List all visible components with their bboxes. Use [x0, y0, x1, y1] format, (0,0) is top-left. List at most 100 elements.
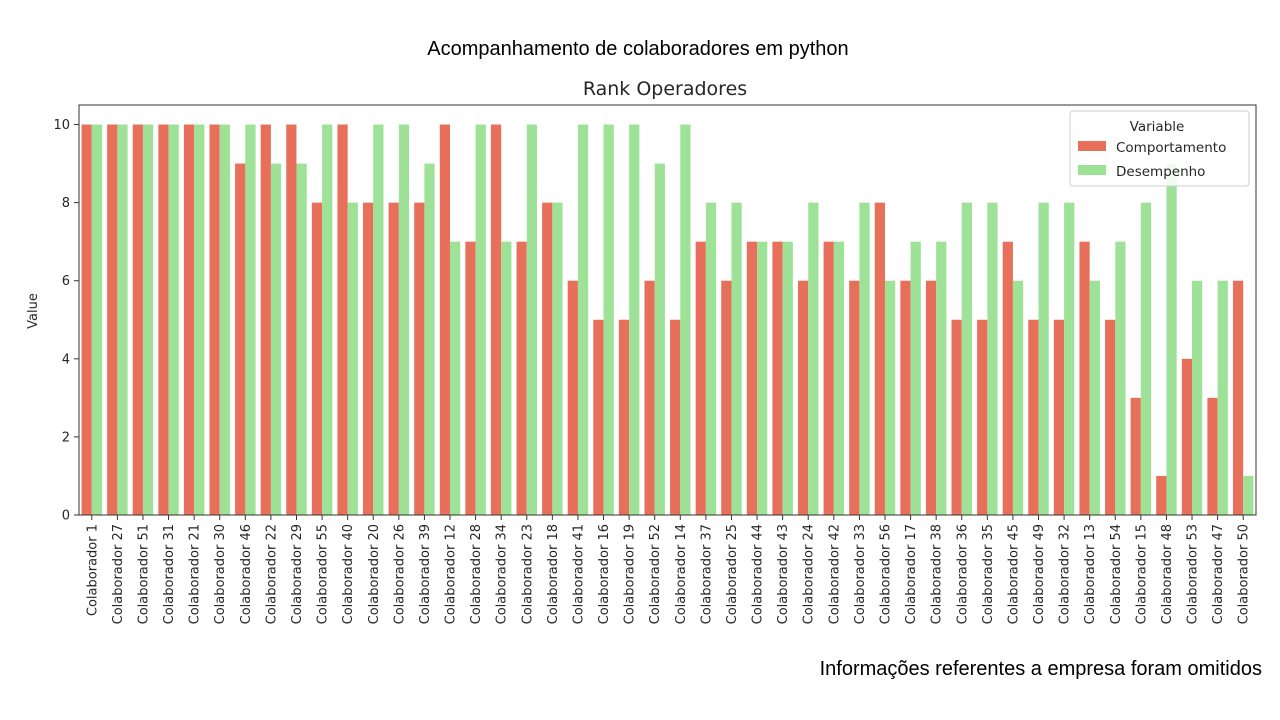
x-tick-label: Colaborador 56 — [878, 524, 893, 624]
legend-title: Variable — [1130, 119, 1185, 135]
bar-comportamento-19 — [542, 202, 553, 515]
x-tick-label: Colaborador 15 — [1134, 524, 1149, 624]
x-tick-label: Colaborador 12 — [444, 524, 459, 624]
y-axis-label: Value — [26, 293, 41, 329]
x-tick-label: Colaborador 49 — [1032, 524, 1047, 624]
bar-comportamento-37 — [1002, 241, 1013, 516]
bar-desempenho-5 — [194, 124, 205, 516]
chart-title: Rank Operadores — [583, 78, 747, 100]
x-tick-label: Colaborador 18 — [546, 524, 561, 624]
bar-comportamento-20 — [567, 280, 578, 515]
bar-comportamento-9 — [286, 124, 297, 516]
bar-comportamento-2 — [107, 124, 118, 516]
bar-comportamento-24 — [670, 319, 681, 515]
bar-desempenho-15 — [450, 241, 461, 516]
x-tick-label: Colaborador 53 — [1186, 524, 1201, 624]
y-tick-label: 0 — [62, 509, 70, 524]
x-tick-label: Colaborador 13 — [1083, 524, 1098, 624]
x-tick-label: Colaborador 17 — [904, 524, 919, 624]
bar-desempenho-45 — [1217, 280, 1228, 515]
x-axis: Colaborador 1 Colaborador 27 Colaborador 5… — [85, 515, 1252, 624]
x-tick-label: Colaborador 55 — [316, 524, 331, 624]
x-tick-label: Colaborador 54 — [1109, 524, 1124, 624]
y-tick-label: 8 — [62, 196, 70, 211]
bar-desempenho-24 — [680, 124, 691, 516]
x-tick-label: Colaborador 20 — [367, 524, 382, 624]
bar-desempenho-17 — [501, 241, 512, 516]
bar-comportamento-34 — [925, 280, 937, 515]
bar-comportamento-27 — [746, 241, 758, 516]
bar-desempenho-11 — [347, 202, 358, 515]
bar-desempenho-33 — [910, 241, 921, 516]
bar-desempenho-25 — [705, 202, 717, 515]
bar-desempenho-10 — [322, 124, 333, 516]
bar-comportamento-1 — [81, 124, 92, 516]
x-tick-label: Colaborador 29 — [290, 524, 305, 624]
x-tick-label: Colaborador 34 — [495, 524, 510, 624]
x-tick-label: Colaborador 51 — [136, 524, 151, 624]
x-tick-label: Colaborador 1 — [85, 524, 100, 616]
x-tick-label: Colaborador 36 — [955, 524, 970, 624]
bar-comportamento-42 — [1130, 397, 1141, 515]
bar-comportamento-16 — [465, 241, 476, 516]
bar-comportamento-5 — [183, 124, 195, 516]
x-tick-label: Colaborador 42 — [827, 524, 842, 624]
x-tick-label: Colaborador 46 — [239, 524, 254, 624]
bar-comportamento-41 — [1105, 319, 1116, 515]
bar-desempenho-38 — [1038, 202, 1049, 515]
bar-desempenho-36 — [987, 202, 998, 515]
bar-desempenho-34 — [936, 241, 947, 516]
bar-comportamento-39 — [1053, 319, 1065, 515]
bar-desempenho-22 — [629, 124, 640, 516]
bar-desempenho-16 — [475, 124, 486, 516]
bar-desempenho-4 — [168, 124, 179, 516]
x-tick-label: Colaborador 43 — [776, 524, 791, 624]
x-tick-label: Colaborador 27 — [111, 524, 126, 624]
bar-comportamento-18 — [516, 241, 527, 516]
bar-comportamento-22 — [618, 319, 630, 515]
x-tick-label: Colaborador 25 — [725, 524, 740, 624]
bar-comportamento-10 — [311, 202, 323, 515]
bar-desempenho-8 — [270, 163, 282, 515]
bar-desempenho-37 — [1012, 280, 1024, 515]
bar-comportamento-25 — [695, 241, 706, 516]
y-tick-label: 4 — [62, 352, 70, 367]
bar-desempenho-46 — [1243, 475, 1254, 515]
bar-desempenho-31 — [859, 202, 870, 515]
bar-desempenho-27 — [757, 241, 768, 516]
x-tick-label: Colaborador 14 — [674, 524, 689, 624]
bar-desempenho-6 — [219, 124, 230, 516]
footnote: Informações referentes a empresa foram o… — [819, 658, 1262, 680]
x-tick-label: Colaborador 21 — [188, 524, 203, 624]
legend: Variable Comportamento Desempenho — [1069, 110, 1250, 187]
bar-desempenho-43 — [1166, 163, 1177, 515]
bar-comportamento-35 — [951, 319, 962, 515]
bar-desempenho-28 — [782, 241, 793, 516]
x-tick-label: Colaborador 39 — [418, 524, 433, 624]
x-tick-label: Colaborador 22 — [264, 524, 279, 624]
bar-desempenho-23 — [654, 163, 665, 515]
x-tick-label: Colaborador 50 — [1237, 524, 1252, 624]
bar-desempenho-41 — [1115, 241, 1126, 516]
bar-comportamento-43 — [1156, 475, 1167, 515]
y-tick-label: 2 — [62, 430, 70, 445]
bar-desempenho-18 — [526, 124, 537, 516]
x-tick-label: Colaborador 30 — [213, 524, 228, 624]
bar-comportamento-46 — [1232, 280, 1244, 515]
bar-comportamento-13 — [388, 202, 399, 515]
bar-comportamento-45 — [1207, 397, 1218, 515]
bar-desempenho-13 — [398, 124, 410, 516]
legend-swatch-desempenho — [1078, 165, 1106, 175]
x-tick-label: Colaborador 38 — [930, 524, 945, 624]
bar-comportamento-23 — [644, 280, 655, 515]
bar-comportamento-29 — [797, 280, 809, 515]
legend-box — [1069, 110, 1250, 187]
bar-desempenho-21 — [603, 124, 614, 516]
x-tick-label: Colaborador 45 — [1006, 524, 1021, 624]
bar-comportamento-33 — [900, 280, 911, 515]
bar-desempenho-1 — [91, 124, 103, 516]
x-tick-label: Colaborador 44 — [751, 524, 766, 624]
x-tick-label: Colaborador 19 — [623, 524, 638, 624]
x-tick-label: Colaborador 33 — [853, 524, 868, 624]
